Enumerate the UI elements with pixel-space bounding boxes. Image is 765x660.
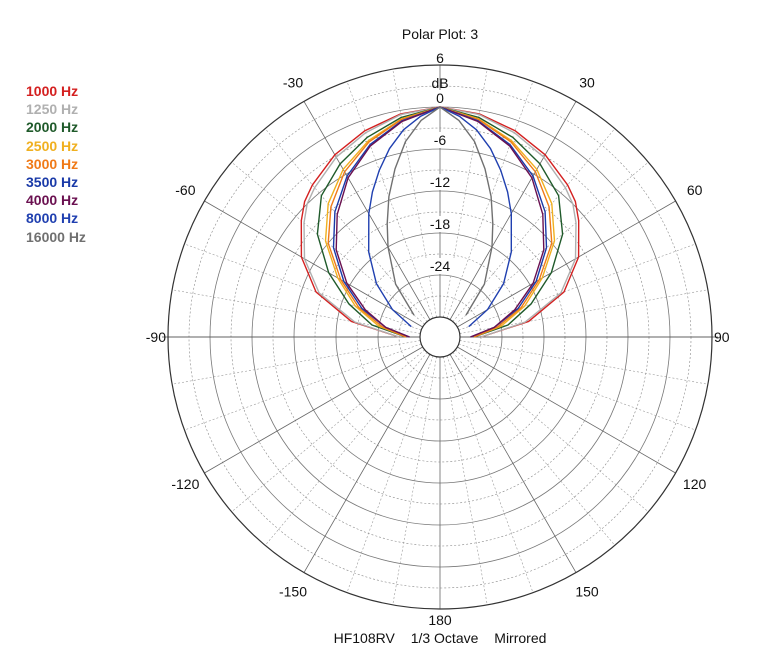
angle-tick-label: 60 — [687, 182, 703, 198]
grid-spoke-minor — [458, 343, 696, 431]
grid-spoke-minor — [443, 356, 488, 605]
grid-spoke-minor — [452, 128, 616, 322]
grid-spoke-major — [449, 101, 577, 320]
radial-tick-label: 6 — [436, 50, 444, 66]
angle-tick-label: -150 — [279, 584, 307, 600]
radial-tick-label: -24 — [430, 258, 450, 274]
radial-tick-label-bg — [433, 90, 447, 106]
radial-tick-label: -6 — [434, 132, 447, 148]
legend-item: 3000 Hz — [26, 155, 79, 172]
grid-spoke-minor — [184, 343, 422, 431]
grid-spoke-major — [204, 200, 423, 328]
legend-item: 2000 Hz — [26, 119, 79, 136]
grid-spoke-minor — [264, 352, 428, 546]
legend-item: 2500 Hz — [26, 137, 79, 154]
grid-spoke-minor — [264, 128, 428, 322]
legend-item: 3500 Hz — [26, 174, 79, 191]
grid-spoke-major — [449, 354, 577, 573]
legend-item: 16000 Hz — [26, 228, 86, 245]
grid-spoke-major — [457, 200, 676, 328]
grid-spoke-minor — [231, 349, 425, 513]
angle-tick-label: -30 — [283, 74, 303, 90]
angle-tick-label: 30 — [579, 74, 595, 90]
grid-spoke-minor — [458, 243, 696, 331]
angle-tick-label: 90 — [714, 329, 730, 345]
radial-tick-label-bg — [424, 174, 456, 190]
grid-spoke-minor — [392, 69, 437, 318]
legend: 1000 Hz 1250 Hz 2000 Hz 2500 Hz 3000 Hz 3500 … — [26, 82, 86, 246]
angle-tick-label: 180 — [428, 612, 452, 628]
angle-tick-label: -120 — [171, 476, 199, 492]
outer-ring — [167, 64, 713, 610]
grid-spoke-minor — [172, 340, 421, 385]
center-hole — [419, 316, 461, 358]
grid-spoke-major — [303, 354, 431, 573]
radial-tick-label-bg — [424, 216, 456, 232]
radial-tick-label: 0 — [436, 90, 444, 106]
radial-tick-label: -12 — [430, 174, 450, 190]
footer-mode: Mirrored — [494, 630, 547, 646]
grid-spoke-major — [204, 346, 423, 474]
radial-tick-label: -18 — [430, 216, 450, 232]
series-curve-16000-hz — [386, 106, 494, 316]
grid-spoke-minor — [455, 349, 649, 513]
chart-title: Polar Plot: 3 — [401, 26, 479, 42]
footer-model: HF108RV — [333, 630, 395, 646]
radial-unit-label: dB — [431, 75, 448, 91]
grid-spoke-minor — [346, 355, 434, 593]
grid-spoke-minor — [459, 340, 708, 385]
legend-item: 1000 Hz — [26, 83, 79, 99]
legend-item: 1250 Hz — [26, 101, 79, 118]
grid-spoke-minor — [446, 81, 534, 319]
grid-spoke-major — [457, 346, 676, 474]
grid-spoke-minor — [184, 243, 422, 331]
chart-footer: HF108RV 1/3 Octave Mirrored — [0, 630, 765, 646]
angle-tick-label: -90 — [146, 329, 166, 345]
grid-spoke-major — [303, 101, 431, 320]
legend-item: 4000 Hz — [26, 192, 79, 209]
angle-tick-label: 120 — [683, 476, 707, 492]
radial-tick-label-bg — [424, 258, 456, 274]
radial-tick-label-bg — [429, 132, 451, 148]
grid-spoke-minor — [443, 69, 488, 318]
legend-item: 8000 Hz — [26, 210, 79, 227]
angle-tick-label: -60 — [175, 182, 195, 198]
footer-resolution: 1/3 Octave — [410, 630, 479, 646]
grid-spoke-minor — [452, 352, 616, 546]
grid-spoke-minor — [346, 81, 434, 319]
angle-tick-label: 150 — [575, 584, 599, 600]
grid-spoke-minor — [446, 355, 534, 593]
grid-spoke-minor — [392, 356, 437, 605]
